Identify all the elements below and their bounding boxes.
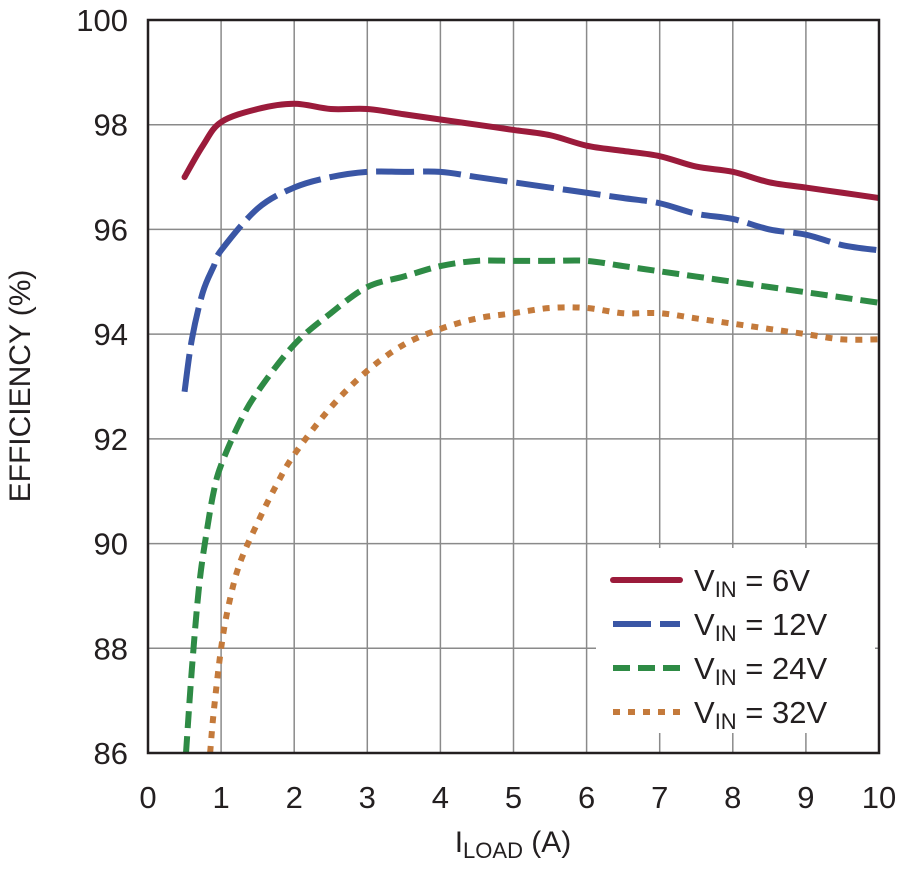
x-tick-label: 2 <box>286 780 303 815</box>
y-tick-label: 96 <box>94 212 128 247</box>
legend-label-1: VIN = 12V <box>694 607 827 646</box>
x-tick-labels: 0 1 2 3 4 5 6 7 8 9 10 <box>139 780 896 815</box>
x-axis-label: ILOAD (A) <box>455 826 572 863</box>
series-line-0 <box>181 100 879 202</box>
y-tick-labels: 86 88 90 92 94 96 98 100 <box>76 3 128 771</box>
series-line-3 <box>207 304 879 753</box>
x-tick-label: 10 <box>862 780 896 815</box>
y-tick-label: 100 <box>76 3 128 38</box>
series-lines <box>181 100 879 753</box>
x-tick-label: 5 <box>505 780 522 815</box>
y-axis-label: EFFICIENCY (%) <box>4 270 37 503</box>
legend: VIN = 6V VIN = 12V VIN = 24V VIN = 32V <box>596 548 875 734</box>
series-line-1 <box>181 168 879 393</box>
x-tick-label: 3 <box>359 780 376 815</box>
x-tick-label: 0 <box>139 780 156 815</box>
y-tick-label: 92 <box>94 422 128 457</box>
x-tick-label: 7 <box>651 780 668 815</box>
series-line-2 <box>183 257 879 753</box>
y-tick-label: 94 <box>94 317 128 352</box>
x-tick-label: 4 <box>432 780 449 815</box>
legend-label-0: VIN = 6V <box>694 563 810 602</box>
plot-frame <box>146 18 881 755</box>
legend-label-3: VIN = 32V <box>694 695 827 734</box>
y-tick-label: 86 <box>94 736 128 771</box>
legend-label-2: VIN = 24V <box>694 651 827 690</box>
y-tick-label: 90 <box>94 527 128 562</box>
y-tick-label: 88 <box>94 631 128 666</box>
x-tick-label: 1 <box>212 780 229 815</box>
x-tick-label: 6 <box>578 780 595 815</box>
y-tick-label: 98 <box>94 108 128 143</box>
x-tick-label: 8 <box>724 780 741 815</box>
x-tick-label: 9 <box>797 780 814 815</box>
